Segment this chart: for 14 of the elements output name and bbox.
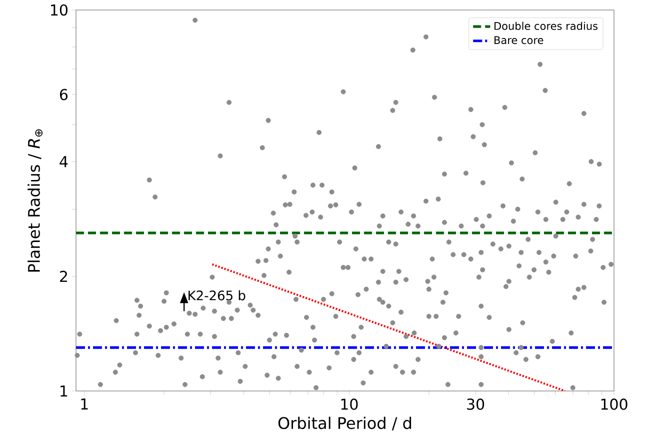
y-tick-label: 1 [60, 386, 68, 396]
legend-label: Bare core [494, 36, 544, 44]
x-tick-label: 10 [341, 398, 358, 410]
legend-label: Double cores radius [494, 22, 598, 30]
y-tick-label: 4 [60, 156, 68, 168]
y-tick-label: 6 [60, 88, 68, 100]
x-axis-title: Orbital Period / d [278, 416, 412, 430]
y-axis-title: Planet Radius / R$_{⊕}$ [28, 129, 43, 272]
x-tick-label: 1 [81, 398, 88, 410]
x-tick-label: 30 [467, 398, 484, 410]
y-tick-label: 10 [51, 4, 68, 16]
x-tick-label: 100 [601, 398, 628, 410]
y-tick-label: 2 [60, 270, 67, 282]
annotation: K2-265 b [188, 290, 246, 300]
